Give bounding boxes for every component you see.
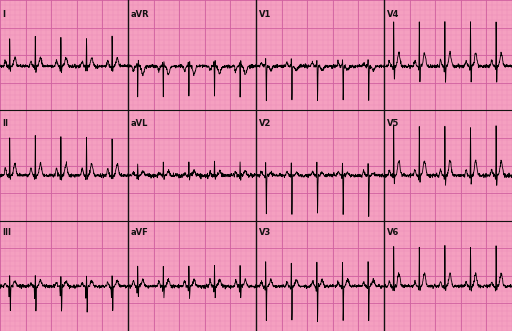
Text: aVF: aVF (131, 228, 148, 237)
Text: III: III (3, 228, 12, 237)
Text: II: II (3, 119, 9, 128)
Text: V6: V6 (387, 228, 399, 237)
Text: V1: V1 (259, 10, 271, 19)
Text: V5: V5 (387, 119, 399, 128)
Text: aVR: aVR (131, 10, 149, 19)
Text: V4: V4 (387, 10, 399, 19)
Text: V3: V3 (259, 228, 271, 237)
Text: aVL: aVL (131, 119, 148, 128)
Text: V2: V2 (259, 119, 271, 128)
Text: I: I (3, 10, 6, 19)
